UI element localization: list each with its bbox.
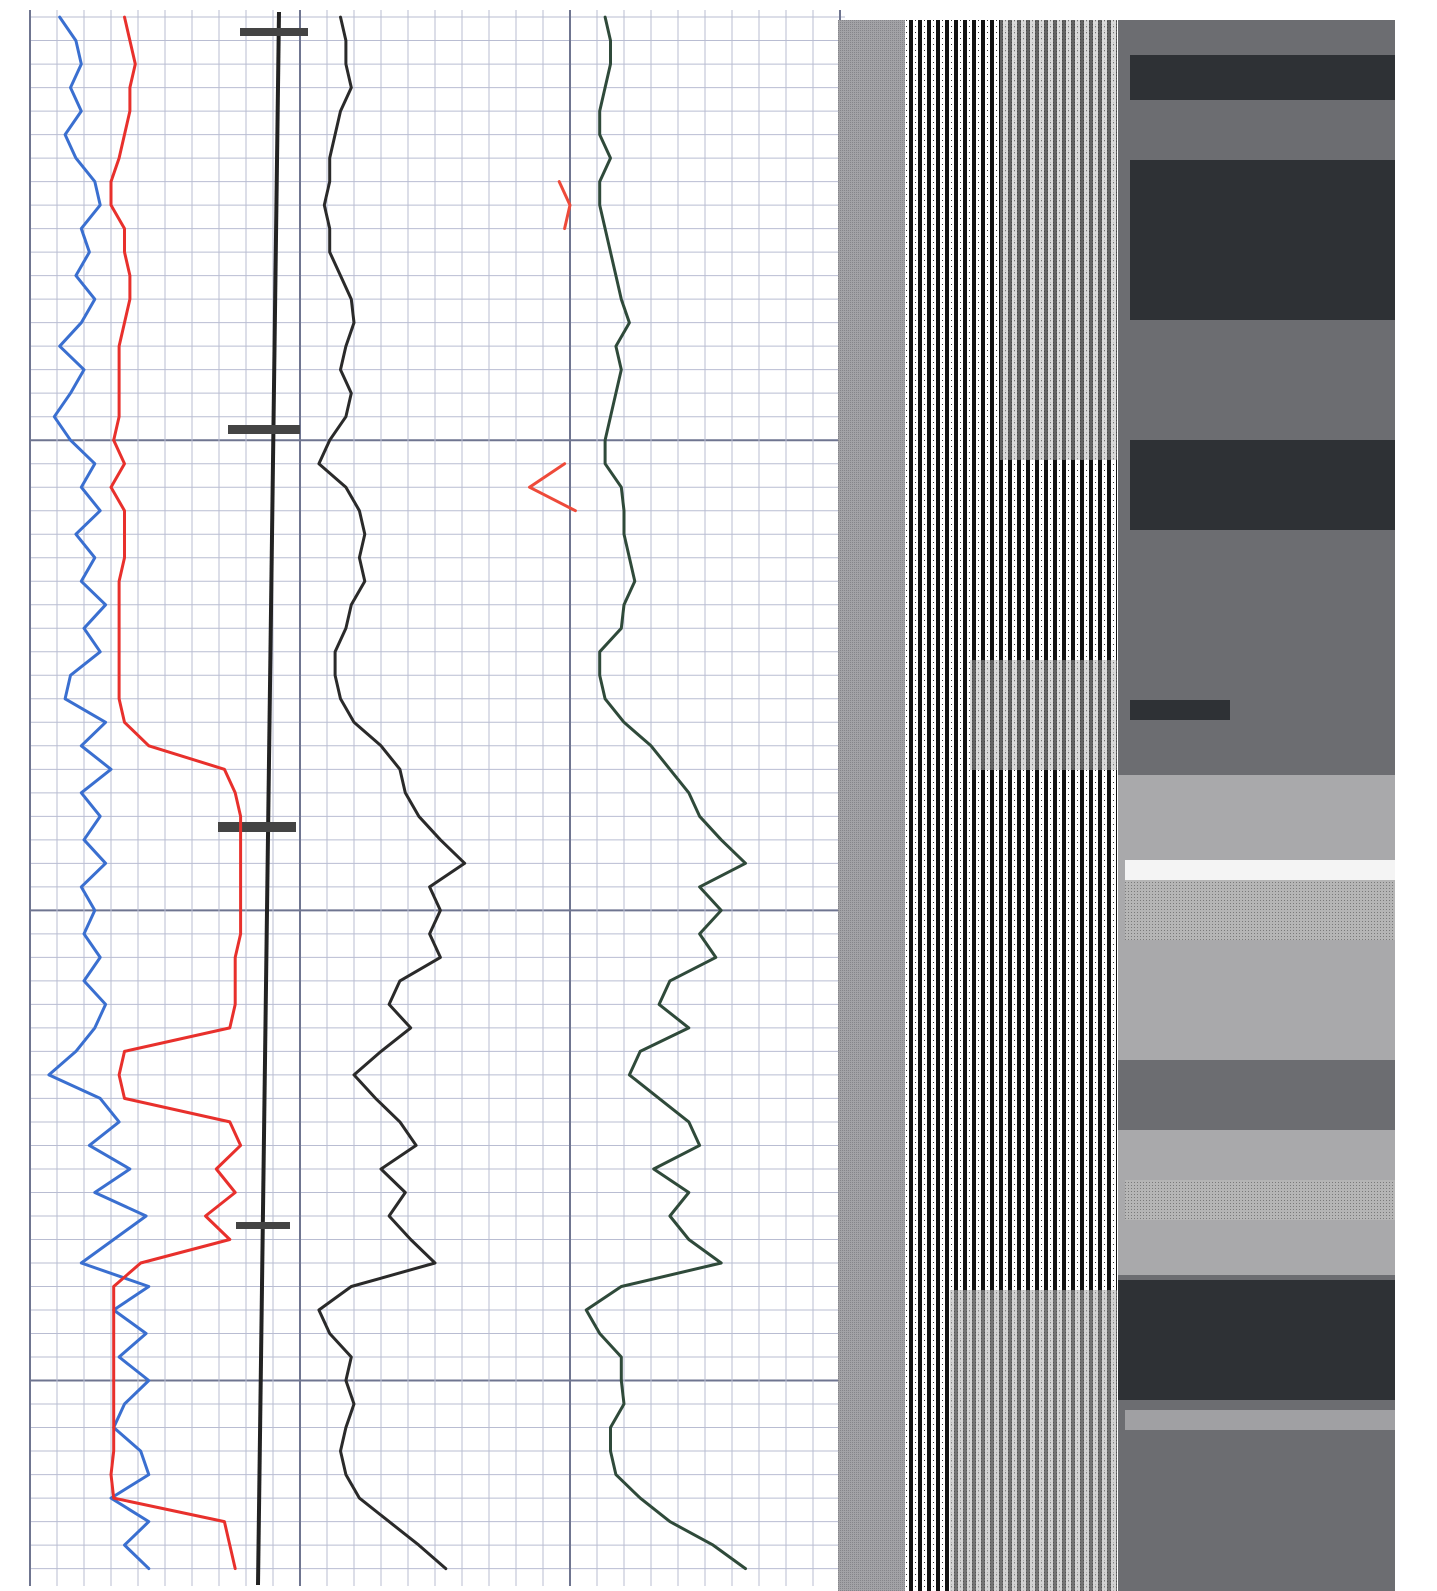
log-curve — [528, 180, 577, 513]
log-curve — [109, 15, 243, 1571]
curves — [47, 15, 747, 1571]
grid — [29, 10, 845, 1586]
reference-line — [218, 11, 308, 1586]
log-curve — [317, 15, 467, 1571]
image-track-right — [1118, 20, 1395, 1591]
log-curve — [584, 15, 747, 1571]
image-track-left — [838, 20, 1117, 1591]
